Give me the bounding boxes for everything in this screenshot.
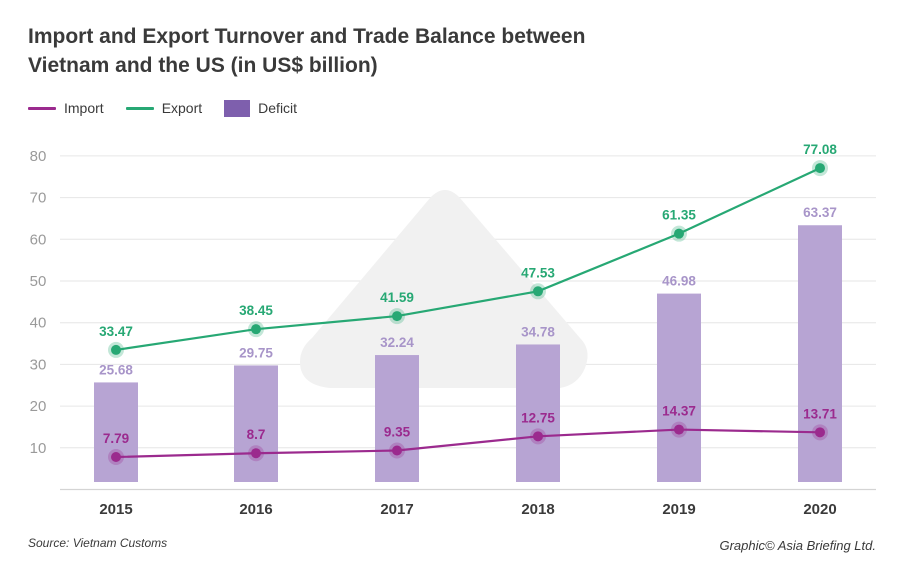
- deficit-data-label: 34.78: [521, 324, 555, 339]
- deficit-data-label: 63.37: [803, 205, 837, 220]
- import-point: [533, 431, 543, 442]
- y-tick-label: 40: [30, 315, 47, 332]
- import-data-label: 7.79: [103, 431, 129, 446]
- export-data-label: 61.35: [662, 208, 696, 223]
- y-tick-label: 80: [30, 148, 47, 165]
- import-point: [392, 445, 402, 456]
- legend-label-import: Import: [64, 100, 104, 116]
- y-tick-label: 30: [30, 356, 47, 373]
- y-axis: 10 20 30 40 50 60 70 80: [30, 148, 47, 457]
- deficit-data-label: 29.75: [239, 345, 273, 360]
- y-tick-label: 10: [30, 440, 47, 457]
- source-note: Source: Vietnam Customs: [28, 536, 168, 550]
- y-tick-label: 50: [30, 273, 47, 290]
- import-data-label: 8.7: [247, 427, 266, 442]
- export-point: [111, 344, 121, 355]
- deficit-labels: 25.68 29.75 32.24 34.78 46.98 63.37: [99, 205, 837, 377]
- export-point: [533, 286, 543, 297]
- legend-swatch-export: [125, 106, 154, 110]
- x-tick-label: 2018: [521, 501, 554, 518]
- x-tick-label: 2019: [662, 501, 695, 518]
- legend-item-import: Import: [28, 100, 104, 116]
- deficit-bars: [94, 225, 842, 482]
- import-point: [251, 448, 261, 459]
- legend-swatch-import: [28, 106, 56, 110]
- deficit-bar: [234, 365, 278, 482]
- deficit-bar: [516, 344, 560, 482]
- export-point: [815, 163, 825, 174]
- export-data-label: 33.47: [99, 324, 133, 339]
- deficit-bar: [657, 293, 701, 482]
- deficit-bar: [94, 382, 138, 482]
- x-tick-label: 2016: [239, 501, 272, 518]
- export-point: [392, 311, 402, 322]
- export-line: [115, 167, 821, 352]
- deficit-bar: [798, 225, 842, 482]
- export-series: 33.47 38.45 41.59 47.53 61.35 77.08: [99, 142, 837, 358]
- import-point: [111, 452, 121, 463]
- y-tick-label: 70: [30, 190, 47, 207]
- deficit-bar: [375, 355, 419, 482]
- watermark-shape: [300, 190, 588, 388]
- legend-item-export: Export: [125, 100, 203, 116]
- export-data-label: 41.59: [380, 290, 414, 305]
- legend: Import Export Deficit: [28, 98, 319, 118]
- deficit-data-label: 25.68: [99, 362, 133, 377]
- deficit-data-label: 46.98: [662, 274, 696, 289]
- export-point: [251, 324, 261, 335]
- legend-item-deficit: Deficit: [224, 99, 298, 117]
- y-tick-label: 60: [30, 231, 47, 248]
- export-data-label: 77.08: [803, 142, 837, 157]
- import-line: [115, 428, 821, 459]
- legend-label-deficit: Deficit: [258, 100, 298, 116]
- export-data-label: 38.45: [239, 303, 273, 318]
- import-point: [815, 427, 825, 438]
- x-tick-label: 2017: [380, 501, 413, 518]
- export-point: [674, 228, 684, 239]
- export-data-label: 47.53: [521, 265, 555, 280]
- legend-label-export: Export: [161, 100, 203, 116]
- credit-note: Graphic© Asia Briefing Ltd.: [719, 538, 876, 553]
- legend-swatch-deficit: [224, 99, 251, 117]
- x-axis: 2015 2016 2017 2018 2019 2020: [99, 501, 836, 518]
- import-series: 7.79 8.7 9.35 12.75 14.37 13.71: [103, 404, 837, 466]
- import-point: [674, 424, 684, 435]
- chart-title: Import and Export Turnover and Trade Bal…: [28, 25, 586, 77]
- import-data-label: 12.75: [521, 410, 555, 425]
- x-tick-label: 2020: [803, 501, 836, 518]
- x-tick-label: 2015: [99, 501, 132, 518]
- import-data-label: 14.37: [662, 404, 696, 419]
- deficit-data-label: 32.24: [380, 335, 414, 350]
- import-data-label: 9.35: [384, 425, 411, 440]
- import-data-label: 13.71: [803, 406, 837, 421]
- y-tick-label: 20: [30, 398, 47, 415]
